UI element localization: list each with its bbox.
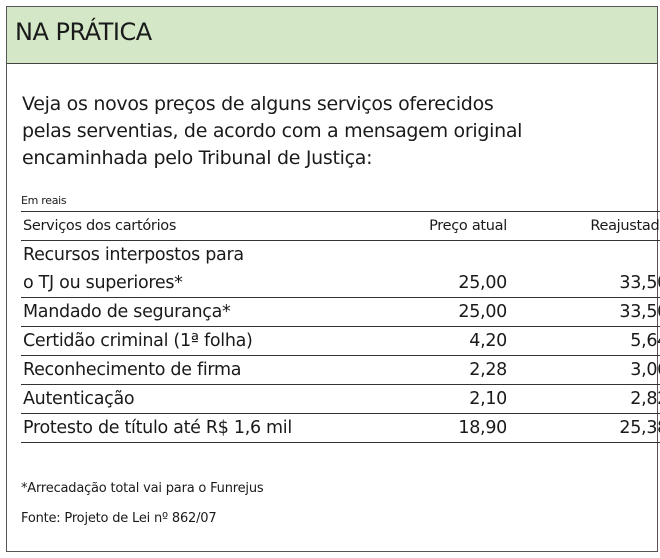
table-row: Mandado de segurança* 25,00 33,50 [21, 297, 660, 327]
service-cell: Mandado de segurança* [21, 297, 355, 327]
service-cell: Certidão criminal (1ª folha) [21, 326, 355, 356]
unit-note: Em reais [21, 194, 67, 207]
current-price-cell: 18,90 [355, 413, 509, 443]
empty-cell [509, 241, 660, 270]
info-box: NA PRÁTICA Veja os novos preços de algun… [6, 6, 660, 552]
adjusted-price-cell: 5,64 [509, 326, 660, 356]
table-row: Autenticação 2,10 2,82 [21, 384, 660, 414]
intro-line: Veja os novos preços de alguns serviços … [22, 93, 494, 115]
adjusted-price-cell: 33,50 [509, 297, 660, 327]
table-row: Recursos interpostos para [21, 241, 660, 270]
adjusted-price-cell: 3,06 [509, 355, 660, 385]
adjusted-price-cell: 33,50 [509, 269, 660, 298]
adjusted-price-cell: 25,38 [509, 413, 660, 443]
column-header-current-price: Preço atual [355, 211, 509, 241]
footnote: *Arrecadação total vai para o Funrejus [21, 481, 264, 496]
box-header: NA PRÁTICA [7, 7, 657, 64]
table-header-row: Serviços dos cartórios Preço atual Reaju… [21, 211, 660, 241]
service-cell: Autenticação [21, 384, 355, 414]
table-row: Certidão criminal (1ª folha) 4,20 5,64 [21, 326, 660, 356]
current-price-cell: 25,00 [355, 297, 509, 327]
intro-line: encaminhada pelo Tribunal de Justiça: [22, 147, 373, 169]
empty-cell [355, 241, 509, 270]
price-table: Serviços dos cartórios Preço atual Reaju… [21, 211, 660, 443]
service-cell: o TJ ou superiores* [21, 269, 355, 298]
adjusted-price-cell: 2,82 [509, 384, 660, 414]
column-header-service: Serviços dos cartórios [21, 211, 355, 241]
current-price-cell: 4,20 [355, 326, 509, 356]
box-title: NA PRÁTICA [15, 18, 152, 46]
intro-line: pelas serventias, de acordo com a mensag… [22, 120, 523, 142]
service-cell: Recursos interpostos para [23, 245, 244, 265]
service-cell: Protesto de título até R$ 1,6 mil [21, 413, 355, 443]
table-row: Protesto de título até R$ 1,6 mil 18,90 … [21, 413, 660, 443]
current-price-cell: 2,10 [355, 384, 509, 414]
source-note: Fonte: Projeto de Lei nº 862/07 [21, 511, 217, 526]
current-price-cell: 25,00 [355, 269, 509, 298]
table-row: Reconhecimento de firma 2,28 3,06 [21, 355, 660, 385]
current-price-cell: 2,28 [355, 355, 509, 385]
column-header-adjusted-price: Reajustado [509, 211, 660, 241]
service-cell: Reconhecimento de firma [21, 355, 355, 385]
intro-paragraph: Veja os novos preços de alguns serviços … [22, 91, 622, 172]
table-row: o TJ ou superiores* 25,00 33,50 [21, 269, 660, 298]
